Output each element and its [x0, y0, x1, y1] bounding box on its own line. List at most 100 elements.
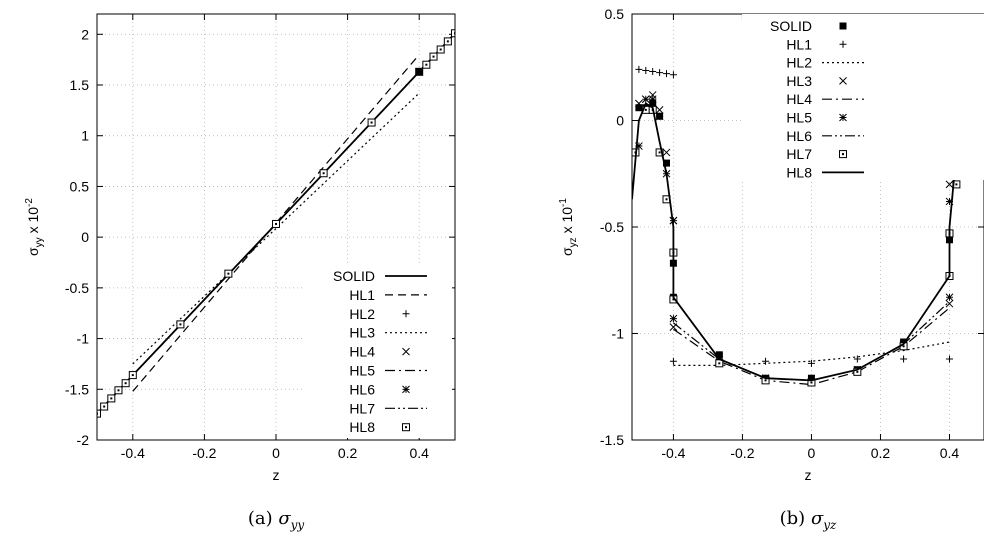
data-point-hl3 [655, 105, 664, 114]
x-tick-label: -0.2 [192, 445, 216, 461]
data-point-solid [649, 99, 657, 107]
legend-marker-hl4 [402, 347, 410, 356]
plot-frame [96, 13, 456, 441]
data-point-hl1 [762, 357, 770, 365]
data-point-hl8-dot [227, 272, 230, 275]
chart-caption: (b) σyz [780, 508, 837, 532]
data-point-hl7-dot [672, 298, 675, 301]
legend-label: HL4 [349, 344, 375, 360]
data-point-hl3 [635, 99, 643, 108]
data-point-hl7-dot [955, 183, 958, 186]
data-point-hl5 [945, 293, 954, 302]
legend-marker-hl5 [839, 113, 847, 122]
y-tick-label: 0.5 [70, 178, 90, 194]
data-point-hl3 [945, 299, 954, 308]
legend-background [742, 14, 984, 180]
legend-label: HL3 [786, 73, 812, 89]
data-point-hl5 [635, 142, 643, 150]
data-point-hl5 [945, 197, 954, 206]
legend-marker-hl2 [402, 310, 410, 318]
series-line-hl6 [673, 301, 950, 382]
legend-marker-hl1 [839, 40, 847, 48]
y-tick-label: -0.5 [600, 219, 624, 235]
x-tick-label: 0.2 [871, 445, 891, 461]
y-tick-label: -0.5 [65, 280, 89, 296]
caption-subscript: yy [290, 518, 305, 532]
data-point-hl7-dot [665, 198, 668, 201]
x-tick-label: -0.4 [121, 445, 145, 461]
data-point-hl8-dot [124, 382, 127, 385]
y-label-symbol: σ [559, 247, 575, 256]
legend: SOLID HL1 HL2 HL3 HL4 HL5 HL6 HL7 HL8 [302, 264, 452, 438]
data-point-hl1 [635, 65, 643, 73]
x-tick-label: 0 [272, 445, 280, 461]
y-label-exponent: -2 [24, 198, 35, 207]
legend-label: HL6 [349, 381, 375, 397]
data-point-hl1 [900, 355, 908, 363]
legend-marker-hl6 [402, 385, 410, 394]
data-point-hl8-dot [439, 48, 442, 51]
legend-marker-solid [839, 22, 847, 30]
data-point-hl1 [807, 359, 815, 367]
y-tick-label: 1 [81, 128, 89, 144]
caption-label: (b) [780, 508, 811, 529]
data-point-hl5 [641, 95, 650, 104]
x-tick-label: 0.4 [409, 445, 429, 461]
data-point-solid [807, 374, 815, 382]
x-tick-label: 0.2 [338, 445, 358, 461]
x-axis-label: z [805, 467, 812, 483]
chart-panel-a: -0.4 -0.2 0 0.2 0.4 -2 -1.5 -1 -0.5 0 0.5 1 1.5 2 SOLI… [24, 13, 456, 532]
x-tick-label: 0.4 [940, 445, 960, 461]
y-tick-label: -2 [77, 432, 90, 448]
y-label-symbol: σ [25, 247, 41, 256]
legend-background [302, 264, 452, 438]
data-point-hl5 [715, 353, 724, 361]
data-point-extra [415, 68, 423, 76]
y-label-suffix: x 10 [25, 207, 41, 238]
y-axis-label: σyy x 10-2 [24, 198, 45, 256]
data-point-solid [635, 104, 643, 112]
data-point-hl5 [655, 112, 664, 121]
y-tick-label: -1.5 [600, 432, 624, 448]
legend-marker-hl8-dot [405, 426, 407, 429]
caption-symbol: σ [811, 508, 824, 529]
data-point-hl1 [663, 70, 671, 78]
data-point-hl8 [97, 409, 101, 418]
y-tick-label: 0 [81, 229, 89, 245]
data-point-hl3 [945, 180, 954, 189]
y-tick-label: -1.5 [65, 381, 89, 397]
data-point-hl8-dot [446, 40, 449, 43]
data-point-hl7-dot [856, 370, 859, 373]
legend-label: HL8 [786, 164, 812, 180]
legend: SOLID HL1 HL2 HL3 HL4 HL5 HL6 HL7 HL8 [742, 14, 984, 180]
data-point-hl8-dot [432, 55, 435, 58]
y-axis-label: σyz x 10-1 [558, 198, 579, 256]
data-point-hl8-dot [275, 222, 277, 225]
data-point-hl5 [669, 314, 678, 323]
y-tick-label: 1.5 [70, 77, 90, 93]
legend-label: HL7 [786, 146, 812, 162]
legend-label: HL2 [349, 306, 375, 322]
data-point-hl1 [656, 69, 664, 77]
legend-label: HL4 [786, 91, 812, 107]
data-point-hl1 [669, 357, 677, 365]
caption-subscript: yz [822, 518, 837, 532]
legend-marker-hl3 [839, 77, 847, 85]
legend-label: HL1 [349, 287, 375, 303]
caption-symbol: σ [278, 508, 291, 529]
y-tick-label: 2 [81, 26, 89, 42]
y-tick-label: 0 [616, 113, 624, 129]
y-label-suffix: x 10 [559, 207, 575, 238]
y-tick-label: -1 [612, 326, 625, 342]
data-point-hl8-dot [322, 172, 325, 175]
data-point-hl8-dot [131, 374, 134, 377]
x-axis-label: z [273, 467, 280, 483]
y-tick-label: 0.5 [605, 6, 625, 22]
y-label-subscript: yy [34, 237, 45, 247]
y-label-subscript: yz [568, 237, 579, 247]
legend-label: HL7 [349, 400, 375, 416]
legend-label: HL5 [349, 363, 375, 379]
legend-label: HL6 [786, 128, 812, 144]
data-point-hl1 [649, 68, 657, 76]
